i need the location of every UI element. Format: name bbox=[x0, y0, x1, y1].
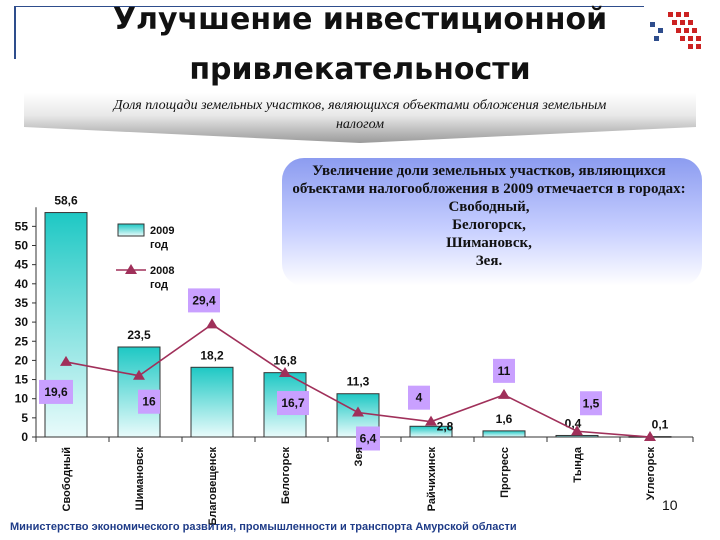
legend-label-2009-sub: год bbox=[150, 239, 168, 251]
y-tick-label: 15 bbox=[15, 373, 29, 387]
legend-label-2009: 2009 bbox=[150, 225, 174, 237]
note-line: объектами налогообложения в 2009 отмечае… bbox=[292, 181, 686, 197]
x-category-label: Белогорск bbox=[280, 447, 292, 505]
bar-value-label: 0,1 bbox=[652, 418, 669, 432]
legend-label-2008-sub: год bbox=[150, 279, 168, 291]
line-marker bbox=[206, 318, 218, 329]
y-tick-label: 45 bbox=[15, 258, 29, 272]
line-marker bbox=[60, 355, 72, 366]
legend-label-2008: 2008 bbox=[150, 265, 174, 277]
x-category-label: Шимановск bbox=[134, 447, 146, 511]
note-line: Увеличение доли земельных участков, явля… bbox=[312, 163, 666, 179]
page-number: 10 bbox=[662, 497, 678, 513]
line-marker bbox=[571, 425, 583, 436]
page-title-line-2: привлекательности bbox=[189, 52, 531, 87]
line-marker bbox=[498, 388, 510, 399]
line-label-box bbox=[188, 288, 220, 313]
bar bbox=[482, 430, 526, 438]
x-category-label: Райчихинск bbox=[426, 447, 438, 512]
bar-value-label: 2,8 bbox=[437, 419, 454, 433]
x-category-label: Тында bbox=[572, 446, 584, 483]
y-tick-label: 50 bbox=[15, 239, 29, 253]
legend-marker-2008 bbox=[125, 264, 137, 274]
x-category-label: Зея bbox=[353, 447, 365, 466]
line-label-box bbox=[277, 391, 309, 416]
bar-value-label: 0,4 bbox=[565, 416, 582, 430]
line-value-label: 4 bbox=[416, 391, 423, 405]
note-line: Зея. bbox=[475, 253, 503, 269]
line-value-label: 16 bbox=[142, 395, 156, 409]
note-line: Белогорск, bbox=[452, 217, 526, 233]
line-value-label: 16,7 bbox=[281, 396, 305, 410]
bar-value-label: 58,6 bbox=[54, 194, 78, 208]
y-tick-label: 35 bbox=[15, 296, 29, 310]
line-label-box bbox=[493, 358, 515, 383]
line-marker bbox=[425, 415, 437, 426]
x-category-label: Углегорск bbox=[645, 447, 657, 501]
title-frame-decoration bbox=[14, 6, 644, 59]
line-value-label: 29,4 bbox=[192, 293, 216, 307]
y-tick-label: 0 bbox=[21, 430, 28, 444]
note-callout-box bbox=[282, 158, 702, 286]
line-marker bbox=[352, 406, 364, 417]
page-title-line-1: Улучшение инвестиционной bbox=[112, 2, 608, 37]
line-marker bbox=[644, 431, 656, 441]
y-tick-label: 5 bbox=[21, 411, 28, 425]
line-label-box bbox=[408, 385, 430, 410]
bar-value-label: 1,6 bbox=[496, 412, 513, 426]
note-callout-text: Увеличение доли земельных участков, явля… bbox=[272, 162, 706, 270]
y-tick-label: 30 bbox=[15, 315, 29, 329]
x-category-label: Прогресс bbox=[499, 447, 511, 498]
line-marker bbox=[279, 367, 291, 378]
bar bbox=[190, 366, 234, 438]
bar bbox=[555, 434, 599, 438]
bar-value-label: 23,5 bbox=[127, 328, 151, 342]
note-line: Шимановск, bbox=[446, 235, 532, 251]
line-label-box bbox=[356, 426, 380, 451]
line-value-label: 19,6 bbox=[44, 385, 68, 399]
y-tick-label: 55 bbox=[15, 219, 29, 233]
bar bbox=[409, 425, 453, 438]
line-label-box bbox=[39, 379, 73, 404]
note-line: Свободный, bbox=[448, 199, 530, 215]
line-value-label: 1,5 bbox=[583, 396, 600, 410]
x-category-label: Свободный bbox=[61, 447, 73, 511]
y-tick-label: 25 bbox=[15, 334, 29, 348]
chart-subtitle-line-1: Доля площади земельных участков, являющи… bbox=[113, 98, 607, 113]
line-marker bbox=[133, 369, 145, 380]
y-tick-label: 10 bbox=[15, 392, 29, 406]
y-tick-label: 20 bbox=[15, 353, 29, 367]
bar-value-label: 18,2 bbox=[200, 348, 224, 362]
y-tick-label: 40 bbox=[15, 277, 29, 291]
bar-value-label: 16,8 bbox=[273, 354, 297, 368]
line-label-box bbox=[580, 391, 602, 416]
bar-value-label: 11,3 bbox=[347, 375, 370, 389]
x-category-label: Благовещенск bbox=[207, 447, 219, 526]
line-value-label: 6,4 bbox=[360, 431, 377, 445]
footer-ministry-text: Министерство экономического развития, пр… bbox=[10, 521, 517, 533]
dots-logo-icon bbox=[650, 12, 701, 49]
chart-subtitle-line-2: налогом bbox=[335, 117, 385, 132]
line-value-label: 11 bbox=[498, 364, 511, 378]
line-label-box bbox=[138, 389, 160, 414]
chart-subtitle: Доля площади земельных участков, являющи… bbox=[40, 96, 680, 134]
legend-swatch-2009 bbox=[117, 223, 145, 237]
